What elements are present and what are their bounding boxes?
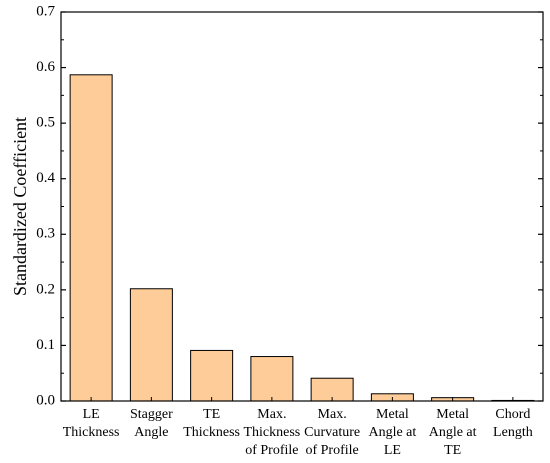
x-category-label-line: Chord: [495, 407, 530, 422]
bar-1: [69, 74, 113, 402]
x-category-label: Max. Curvature of Profile: [304, 407, 360, 458]
x-category-label-line: LE: [83, 407, 100, 422]
x-category-label-line: Angle at: [368, 425, 416, 440]
y-tick-label: 0.1: [36, 337, 55, 353]
bar-4: [250, 356, 294, 402]
y-tick-label: 0.7: [36, 3, 55, 19]
x-category-label: Stagger Angle: [130, 407, 173, 440]
y-axis-title: Standardized Coefficient: [10, 117, 30, 296]
y-tick-label: 0.5: [36, 115, 55, 131]
y-tick-label: 0.6: [36, 59, 55, 75]
x-category-label: Metal Angle at LE: [368, 407, 416, 458]
x-category-label-line: Angle at: [429, 425, 477, 440]
x-category-label-line: of Profile: [245, 443, 298, 458]
bar-3: [190, 349, 234, 402]
x-category-label-line: Metal: [376, 407, 409, 422]
x-category-label: Metal Angle at TE: [429, 407, 477, 458]
y-tick-label: 0.4: [36, 170, 55, 186]
x-category-label-line: Metal: [436, 407, 469, 422]
x-category-label: Max. Thickness of Profile: [243, 407, 300, 458]
x-category-label-line: Stagger: [130, 407, 173, 422]
x-category-label: LE Thickness: [63, 407, 120, 440]
x-category-label-line: Thickness: [183, 425, 240, 440]
x-category-label-line: of Profile: [305, 443, 358, 458]
x-category-label-line: Thickness: [243, 425, 300, 440]
x-axis: LE Thickness Stagger Angle TE Thickness Max. Th…: [63, 407, 533, 458]
y-tick-label: 0.2: [36, 281, 55, 297]
y-tick-label: 0.0: [36, 392, 55, 408]
x-category-label-line: TE: [203, 407, 220, 422]
x-category-label-line: Curvature: [304, 425, 360, 440]
y-tick-label: 0.3: [36, 226, 55, 242]
x-category-label-line: TE: [444, 443, 461, 458]
x-category-label-line: Angle: [134, 425, 168, 440]
y-axis: 0.0 0.1 0.2 0.3 0.4 0.5 0.6 0.7: [36, 3, 543, 408]
x-category-label-line: Max.: [318, 407, 347, 422]
x-category-label: TE Thickness: [183, 407, 240, 440]
x-category-label-line: LE: [384, 443, 401, 458]
x-category-label-line: Length: [493, 425, 533, 440]
bar-2: [129, 288, 173, 402]
x-category-label-line: Thickness: [63, 425, 120, 440]
x-category-label: Chord Length: [493, 407, 533, 440]
bars: [69, 74, 535, 402]
x-category-label-line: Max.: [257, 407, 286, 422]
